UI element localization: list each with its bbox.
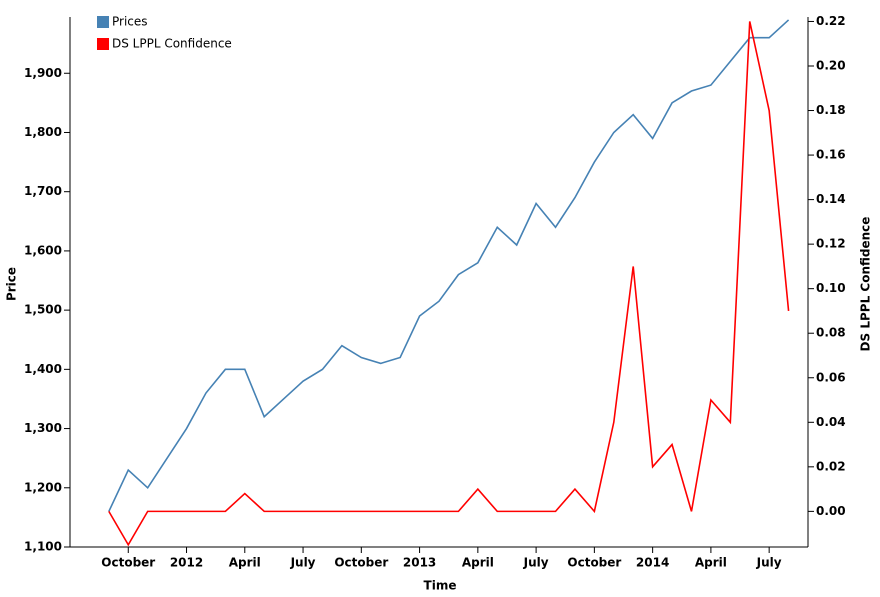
x-axis-title: Time xyxy=(424,579,457,593)
y2-axis-title: DS LPPL Confidence xyxy=(859,217,873,352)
y2-tick-label: 0.16 xyxy=(816,148,846,162)
y-tick-label: 1,100 xyxy=(24,540,62,554)
legend-label: DS LPPL Confidence xyxy=(112,37,232,51)
y2-tick-label: 0.20 xyxy=(816,58,846,72)
y2-tick-label: 0.02 xyxy=(816,459,846,473)
y-tick-label: 1,900 xyxy=(24,66,62,80)
y2-tick-label: 0.04 xyxy=(816,415,846,429)
series-line xyxy=(108,19,790,512)
y2-tick-label: 0.18 xyxy=(816,103,846,117)
x-tick-label: 2013 xyxy=(403,556,436,570)
y-tick-label: 1,500 xyxy=(24,303,62,317)
x-tick-label: 2014 xyxy=(636,556,669,570)
y2-tick-label: 0.22 xyxy=(816,14,846,28)
x-tick-label: April xyxy=(229,556,261,570)
y-tick-label: 1,800 xyxy=(24,125,62,139)
y-tick-label: 1,600 xyxy=(24,243,62,257)
y2-tick-label: 0.10 xyxy=(816,281,846,295)
legend-label: Prices xyxy=(112,15,148,29)
y2-tick-label: 0.00 xyxy=(816,504,846,518)
x-tick-label: October xyxy=(334,556,388,570)
y-tick-label: 1,300 xyxy=(24,421,62,435)
x-tick-label: April xyxy=(462,556,494,570)
x-tick-label: July xyxy=(756,556,782,570)
x-tick-label: October xyxy=(101,556,155,570)
y-axis-title: Price xyxy=(5,267,19,301)
legend-swatch xyxy=(97,38,109,50)
y2-tick-label: 0.14 xyxy=(816,192,846,206)
y-tick-label: 1,400 xyxy=(24,362,62,376)
y2-tick-label: 0.12 xyxy=(816,237,846,251)
legend-swatch xyxy=(97,16,109,28)
x-tick-label: 2012 xyxy=(170,556,203,570)
x-tick-label: April xyxy=(695,556,727,570)
series-line xyxy=(108,21,790,547)
y-tick-label: 1,200 xyxy=(24,480,62,494)
x-tick-label: July xyxy=(523,556,549,570)
y2-tick-label: 0.08 xyxy=(816,326,846,340)
y-tick-label: 1,700 xyxy=(24,184,62,198)
x-tick-label: July xyxy=(290,556,316,570)
y2-tick-label: 0.06 xyxy=(816,370,846,384)
x-tick-label: October xyxy=(567,556,621,570)
